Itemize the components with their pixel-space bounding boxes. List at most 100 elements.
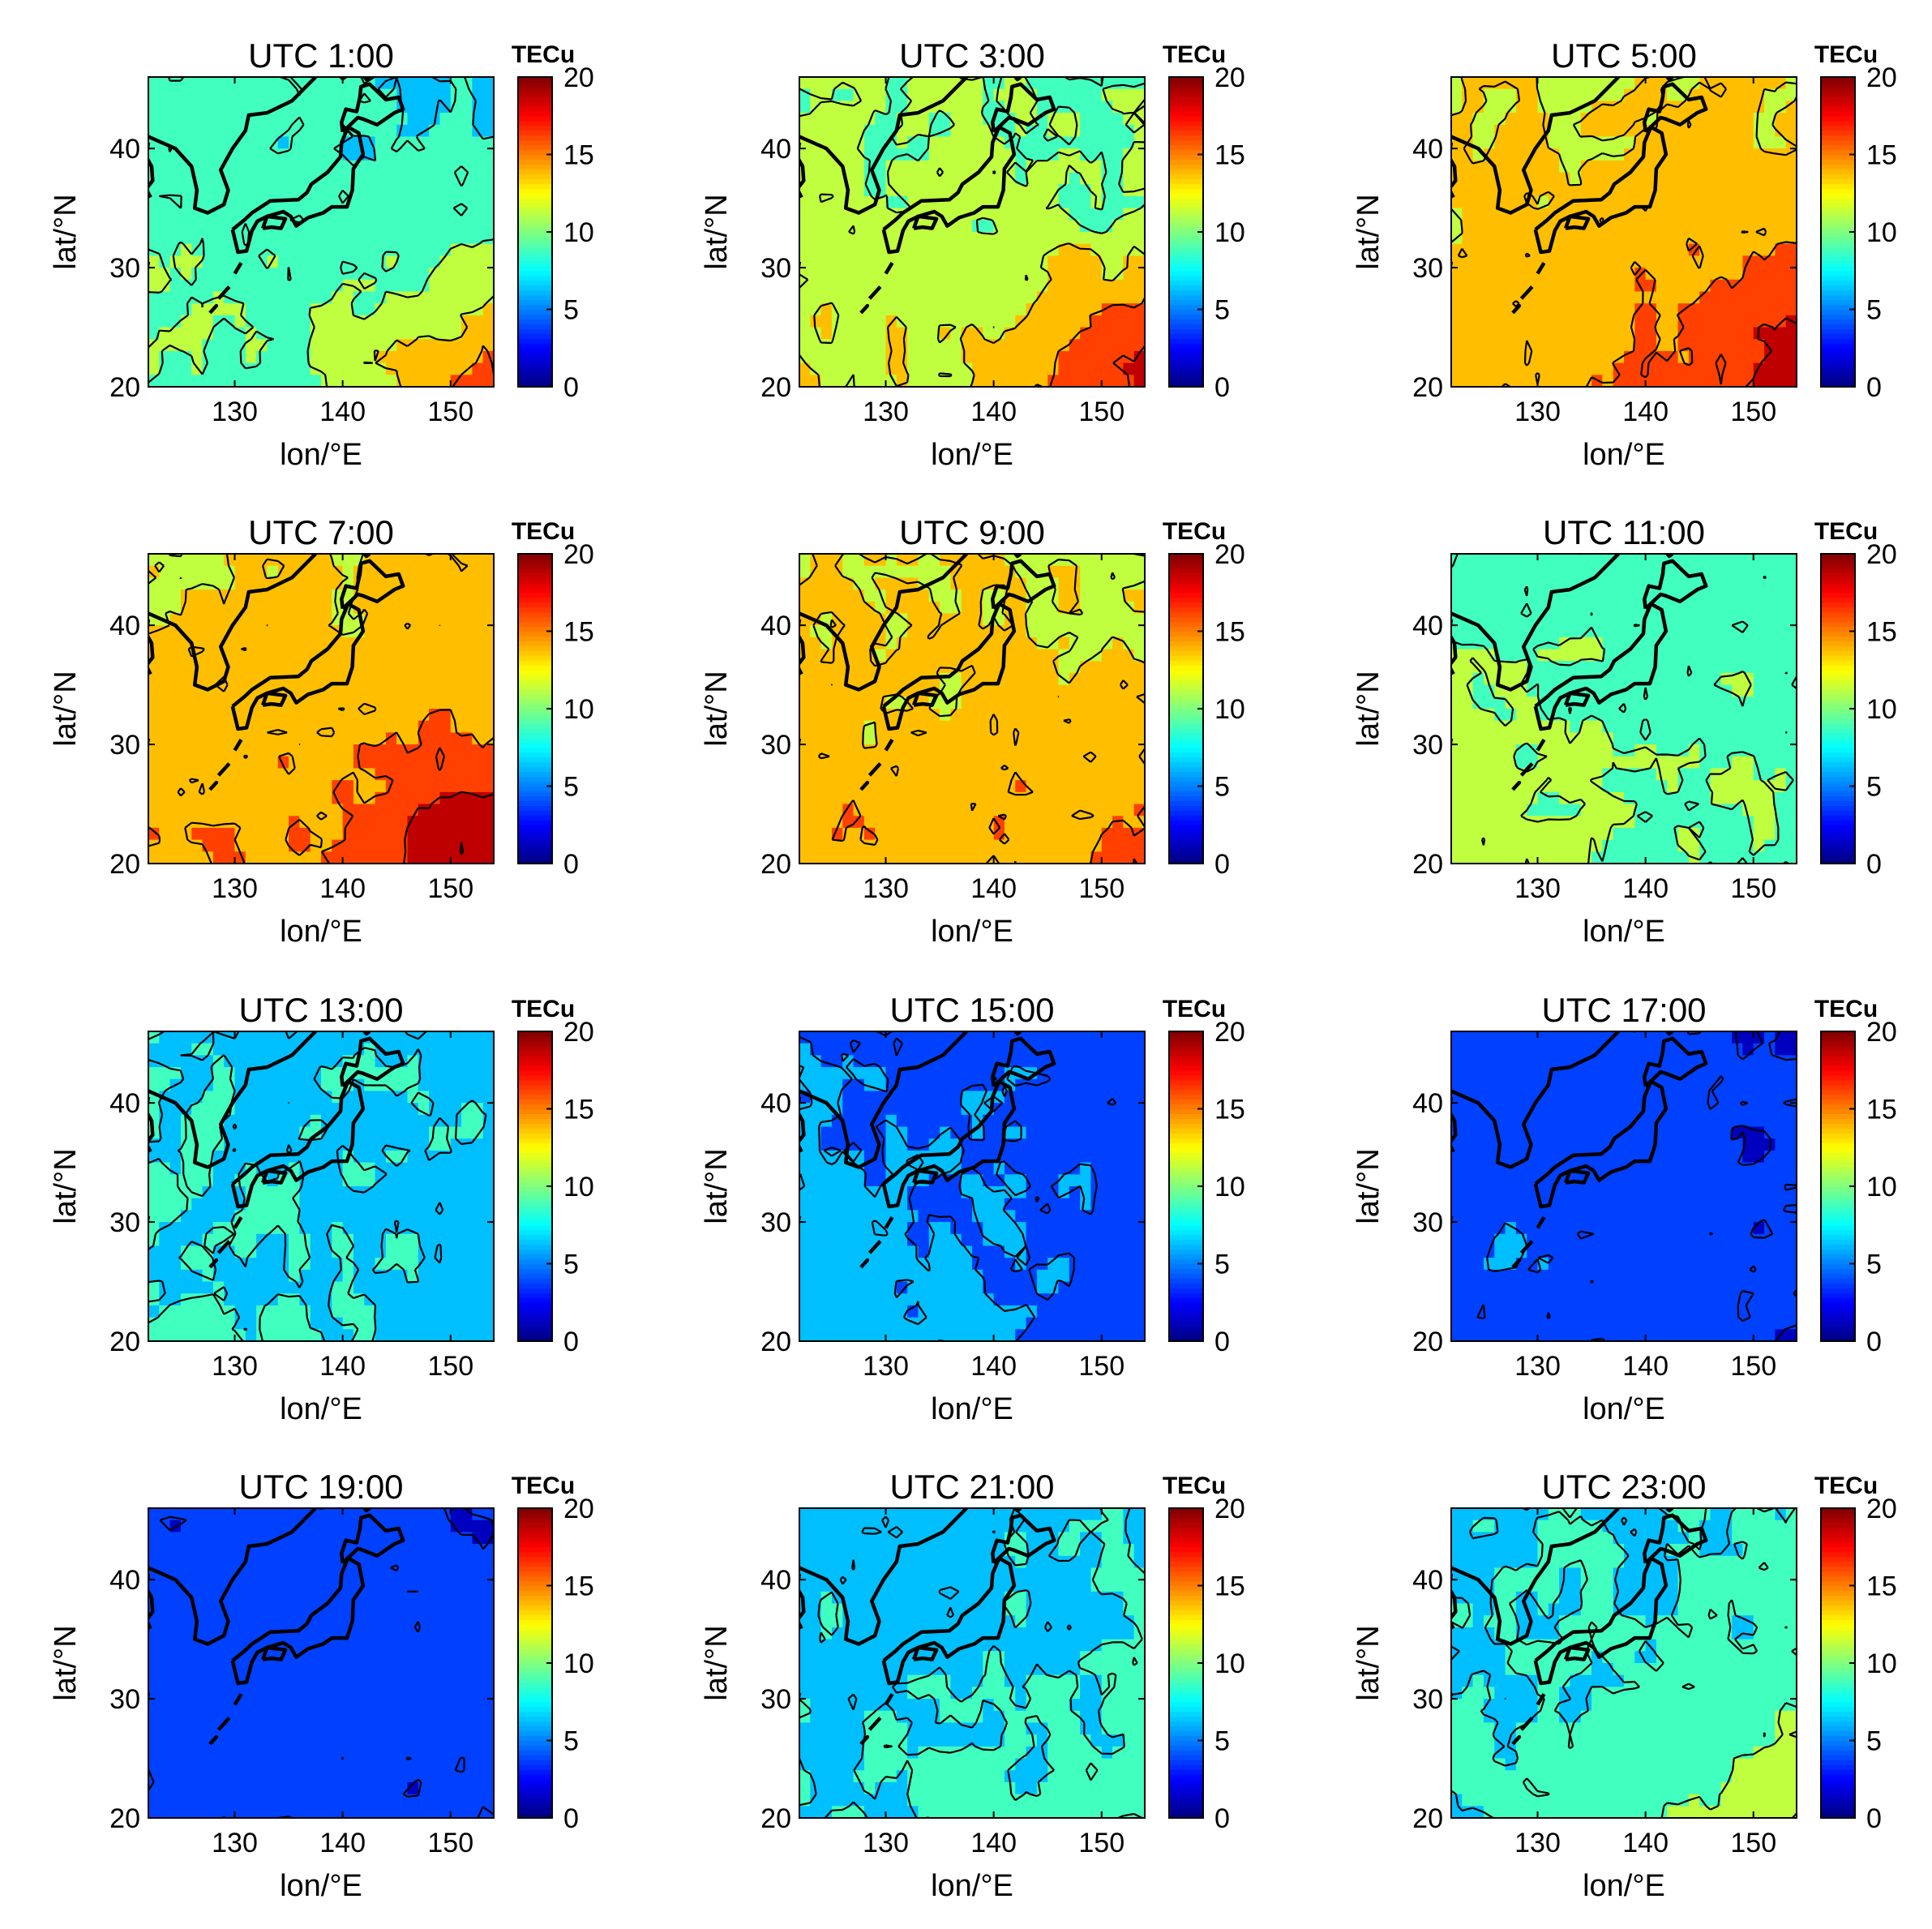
heat-cell — [321, 709, 332, 722]
heat-cell — [1667, 255, 1679, 268]
heat-cell — [918, 827, 930, 841]
heat-cell — [1548, 291, 1560, 304]
heat-cell — [831, 184, 843, 197]
heat-cell — [799, 279, 811, 293]
heat-cell — [407, 279, 419, 293]
heat-cell — [439, 362, 452, 375]
heat-cell — [1058, 732, 1070, 745]
heat-cell — [385, 303, 397, 316]
heat-cell — [191, 601, 203, 615]
heat-cell — [928, 839, 940, 852]
heat-cell — [450, 303, 462, 316]
heat-cell — [831, 88, 843, 101]
colorbar-swatch — [518, 382, 552, 388]
heat-cell — [1047, 625, 1060, 638]
heat-cell — [831, 350, 843, 364]
heat-cell — [256, 744, 268, 757]
heat-cell — [1537, 279, 1549, 293]
heat-cell — [1785, 243, 1797, 256]
heat-cell — [810, 732, 822, 745]
heat-cell — [1624, 291, 1635, 304]
heat-cell — [1753, 613, 1765, 626]
heat-cell — [918, 243, 930, 256]
heat-cell — [1559, 554, 1571, 567]
heat-cell — [1026, 350, 1038, 364]
heat-cell — [332, 255, 344, 268]
heat-cell — [810, 255, 822, 268]
heat-cell — [234, 672, 246, 686]
y-axis-label: lat/°N — [700, 194, 734, 269]
heat-cell — [1483, 315, 1495, 328]
heat-cell — [450, 148, 462, 161]
heat-cell — [407, 732, 419, 745]
heat-cell — [1004, 243, 1016, 256]
heat-cell — [1112, 601, 1124, 615]
heat-cell — [1090, 791, 1103, 805]
heat-cell — [482, 113, 495, 126]
heat-cell — [1472, 243, 1484, 256]
heat-cell — [1720, 589, 1733, 602]
heat-cell — [1602, 339, 1614, 352]
heat-cell — [1015, 350, 1027, 364]
heat-cell — [1483, 124, 1495, 138]
heat-cell — [896, 565, 908, 578]
heat-cell — [907, 268, 919, 281]
heat-cell — [1047, 756, 1060, 769]
x-tick-label: 140 — [1622, 397, 1669, 427]
heat-cell — [472, 804, 484, 817]
heat-cell — [148, 375, 160, 388]
panel-title: UTC 11:00 — [1543, 513, 1705, 551]
colorbar-swatch — [518, 645, 552, 651]
heat-cell — [321, 113, 332, 126]
heat-cell — [364, 303, 376, 316]
heat-cell — [1591, 268, 1603, 281]
heat-cell — [1123, 220, 1135, 233]
heat-cell — [1069, 744, 1081, 757]
heat-cell — [439, 220, 452, 233]
heat-cell — [202, 101, 214, 114]
panel-title: UTC 1:00 — [248, 36, 394, 75]
heat-cell — [928, 243, 940, 256]
coastline — [799, 77, 968, 215]
heat-cell — [831, 255, 843, 268]
heat-cell — [439, 816, 452, 829]
colorbar-swatch — [1821, 125, 1855, 131]
heat-cell — [940, 339, 951, 352]
heat-cell — [1548, 315, 1560, 328]
heat-cell — [1559, 625, 1571, 638]
heat-cell — [429, 625, 441, 638]
heat-cell — [310, 780, 322, 793]
heat-cell — [375, 672, 387, 686]
heat-cell — [224, 601, 236, 615]
heat-cell — [256, 350, 268, 364]
heat-cell — [1537, 577, 1549, 590]
heat-cell — [1732, 243, 1744, 256]
heat-cell — [1112, 744, 1124, 757]
heat-cell — [332, 816, 344, 829]
heat-cell — [364, 839, 376, 852]
heat-cell — [983, 362, 995, 375]
heat-cell — [1494, 279, 1506, 293]
heat-cell — [450, 577, 462, 590]
heat-cell — [353, 208, 365, 221]
heat-cell — [277, 601, 289, 615]
heat-cell — [1764, 279, 1776, 293]
heat-cell — [472, 601, 484, 615]
heat-cell — [1613, 577, 1625, 590]
heat-cell — [831, 232, 843, 245]
heat-cell — [1069, 791, 1081, 805]
colorbar-swatch — [518, 791, 552, 797]
heat-cell — [1080, 291, 1092, 304]
heat-cell — [461, 148, 473, 161]
heat-cell — [1515, 124, 1527, 138]
colorbar-swatch — [1821, 188, 1855, 194]
heat-cell — [820, 279, 833, 293]
heat-cell — [853, 601, 865, 615]
heat-cell — [1090, 101, 1103, 114]
heat-cell — [1720, 172, 1733, 185]
heat-cell — [842, 160, 855, 174]
heat-cell — [385, 279, 397, 293]
heat-cell — [310, 136, 322, 149]
heat-cell — [364, 362, 376, 375]
